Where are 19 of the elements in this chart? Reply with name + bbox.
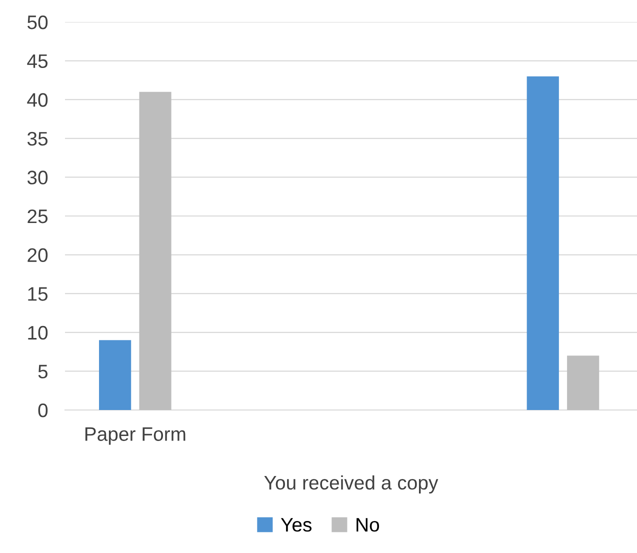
bar [567,356,600,410]
x-axis-title: You received a copy [264,475,438,494]
x-tick-label: Paper Form [85,427,186,445]
bar [526,76,559,410]
y-tick-label: 0 [38,403,48,418]
bar [99,340,132,410]
y-tick-label: 20 [28,248,48,262]
legend-label: Yes [280,518,312,532]
legend-label: No [356,518,380,532]
y-tick-label: 10 [28,326,48,340]
y-tick-label: 45 [27,54,48,68]
y-tick-label: 15 [28,287,48,301]
y-tick-label: 25 [28,209,48,224]
y-tick-label: 40 [27,93,48,107]
y-tick-label: 50 [27,15,48,30]
bar [139,92,172,410]
y-tick-label: 35 [27,132,48,146]
y-tick-label: 5 [38,364,48,378]
y-tick-label: 30 [27,170,48,184]
